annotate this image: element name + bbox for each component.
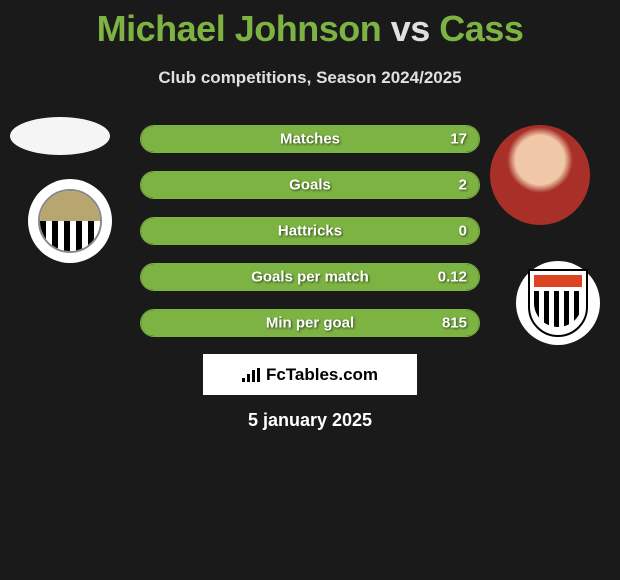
date-text: 5 january 2025: [0, 410, 620, 431]
stat-bar: Matches 17: [140, 125, 480, 153]
bar-value: 0.12: [438, 269, 467, 286]
stat-bar: Hattricks 0: [140, 217, 480, 245]
vs-text: vs: [391, 8, 430, 49]
bar-label: Matches: [280, 131, 340, 148]
bar-label: Goals per match: [251, 269, 369, 286]
bar-value: 2: [459, 177, 467, 194]
bar-chart-icon: [242, 368, 260, 382]
player1-avatar: [10, 117, 110, 155]
stat-bar: Goals 2: [140, 171, 480, 199]
stat-bar: Goals per match 0.12: [140, 263, 480, 291]
subtitle: Club competitions, Season 2024/2025: [0, 68, 620, 88]
club-badge-icon: [38, 189, 102, 253]
brand-box: FcTables.com: [203, 354, 417, 395]
stats-bars: Matches 17 Goals 2 Hattricks 0 Goals per match…: [140, 125, 480, 355]
page-title: Michael Johnson vs Cass: [0, 0, 620, 50]
bar-value: 17: [450, 131, 467, 148]
brand-text: FcTables.com: [266, 365, 378, 385]
bar-label: Hattricks: [278, 223, 342, 240]
stat-bar: Min per goal 815: [140, 309, 480, 337]
player2-club-badge: [516, 261, 600, 345]
bar-value: 0: [459, 223, 467, 240]
player1-club-badge: [28, 179, 112, 263]
bar-label: Goals: [289, 177, 331, 194]
player1-name: Michael Johnson: [97, 8, 382, 49]
bar-label: Min per goal: [266, 315, 354, 332]
player2-avatar: [490, 125, 590, 225]
player2-name: Cass: [439, 8, 523, 49]
club-badge-icon: [528, 269, 588, 337]
bar-value: 815: [442, 315, 467, 332]
